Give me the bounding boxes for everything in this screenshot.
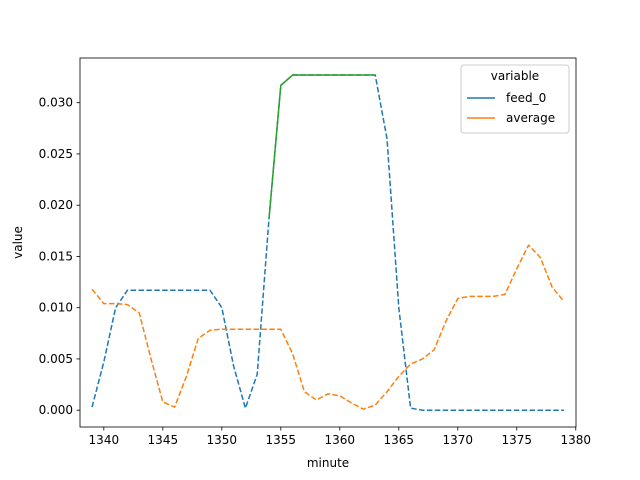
x-tick-label: 1350 bbox=[207, 433, 238, 447]
x-tick-label: 1365 bbox=[384, 433, 415, 447]
y-tick-label: 0.000 bbox=[39, 403, 73, 417]
y-tick-label: 0.025 bbox=[39, 147, 73, 161]
x-tick-label: 1340 bbox=[89, 433, 120, 447]
x-tick-label: 1360 bbox=[325, 433, 356, 447]
x-tick-label: 1345 bbox=[148, 433, 179, 447]
x-tick-label: 1355 bbox=[266, 433, 297, 447]
x-tick-label: 1370 bbox=[443, 433, 474, 447]
legend: variable feed_0 average bbox=[460, 64, 570, 134]
plot-area-frame bbox=[79, 57, 577, 428]
x-tick-label: 1375 bbox=[501, 433, 532, 447]
series-layer bbox=[91, 74, 565, 411]
legend-label-feed_0: feed_0 bbox=[506, 91, 546, 105]
legend-title: variable bbox=[491, 69, 539, 83]
y-axis: 0.000 0.005 0.010 0.015 0.020 0.025 0.030 bbox=[39, 96, 80, 417]
legend-label-average: average bbox=[506, 111, 555, 125]
legend-box bbox=[460, 64, 570, 134]
x-axis: 1340 1345 1350 1355 1360 1365 1370 1375 1380 bbox=[89, 427, 591, 447]
y-tick-label: 0.015 bbox=[39, 249, 73, 263]
series-line-highlight-2 bbox=[268, 74, 376, 219]
x-tick-label: 1380 bbox=[560, 433, 591, 447]
y-tick-label: 0.020 bbox=[39, 198, 73, 212]
series-line-average bbox=[91, 244, 565, 410]
y-tick-label: 0.030 bbox=[39, 96, 73, 110]
x-axis-label: minute bbox=[307, 456, 349, 470]
y-tick-label: 0.010 bbox=[39, 301, 73, 315]
y-tick-label: 0.005 bbox=[39, 352, 73, 366]
y-axis-label: value bbox=[11, 226, 25, 259]
